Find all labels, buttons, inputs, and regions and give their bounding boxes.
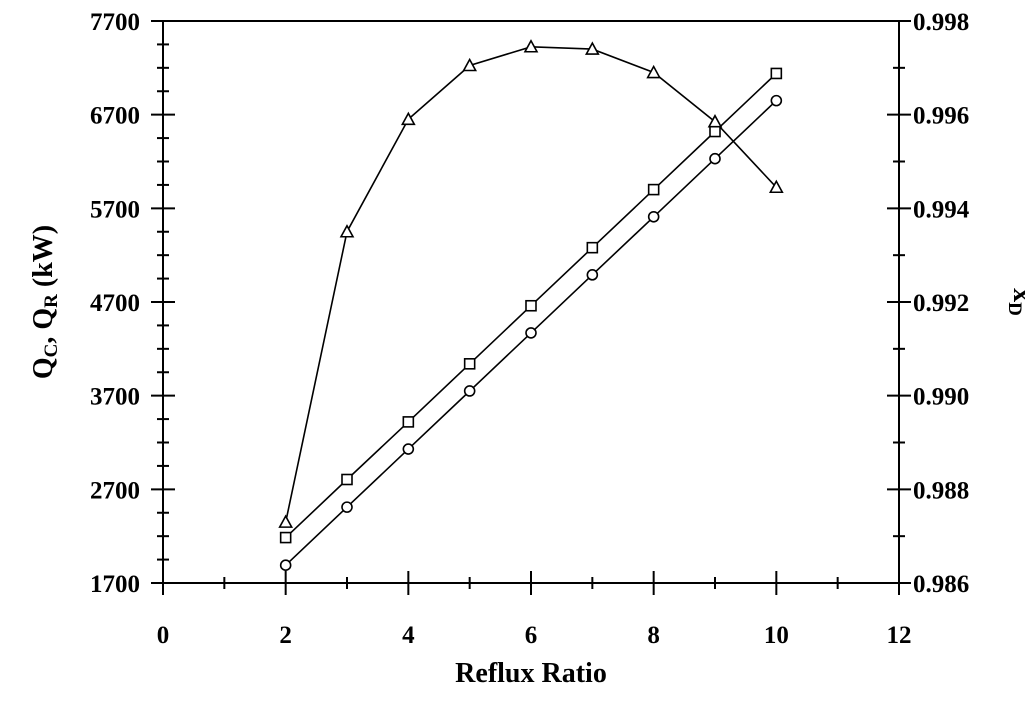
triangle-marker (768, 179, 784, 194)
circle-marker (463, 385, 476, 397)
square-marker (647, 183, 660, 196)
left-tick-label: 7700 (90, 9, 140, 36)
triangle-marker (278, 514, 294, 528)
left-axis-title-sub-r: R (41, 294, 62, 308)
square-marker (279, 531, 292, 544)
left-tick-label: 3700 (90, 384, 140, 411)
x-tick-label: 12 (887, 622, 912, 649)
circle-marker (402, 443, 415, 455)
left-tick-label: 4700 (90, 290, 140, 317)
left-tick-label: 2700 (90, 477, 140, 504)
right-tick-label: 0.996 (913, 103, 969, 130)
x-axis-title: Reflux Ratio (455, 658, 607, 689)
series-line-triangle (284, 45, 777, 523)
x-tick-label: 10 (764, 622, 789, 649)
x-tick-label: 2 (279, 622, 292, 649)
triangle-marker (707, 114, 723, 128)
square-marker (463, 358, 476, 370)
square-marker (402, 416, 415, 428)
right-tick-label: 0.992 (913, 290, 969, 317)
triangle-marker (584, 41, 600, 55)
left-axis-title-mid: , Q (28, 308, 59, 344)
x-axis-ticks: 0 2 4 6 8 10 12 (157, 571, 912, 649)
square-marker (586, 241, 599, 254)
square-marker (525, 299, 537, 312)
left-tick-label: 1700 (90, 571, 140, 598)
left-tick-label: 6700 (90, 103, 140, 130)
series-layer (278, 39, 784, 572)
square-marker (709, 125, 721, 138)
x-tick-label: 0 (157, 622, 170, 649)
right-tick-label: 0.998 (913, 9, 969, 36)
circle-marker (279, 559, 292, 572)
x-tick-label: 8 (647, 622, 660, 649)
circle-marker (525, 327, 537, 339)
right-tick-label: 0.986 (913, 571, 969, 598)
triangle-marker (339, 224, 355, 238)
right-axis-ticks: 0.986 0.988 0.990 0.992 0.994 0.996 0.998 (887, 9, 970, 598)
right-tick-label: 0.988 (913, 477, 969, 504)
left-tick-label: 5700 (90, 196, 140, 223)
triangle-marker (523, 39, 539, 53)
left-axis-title: QC, QR (kW) (28, 225, 62, 379)
circle-marker (341, 501, 353, 513)
left-axis-title-suffix: (kW) (28, 225, 59, 294)
triangle-marker (462, 57, 478, 72)
right-tick-label: 0.990 (913, 384, 969, 411)
triangle-marker (400, 111, 416, 126)
left-axis-ticks: 1700 2700 3700 4700 5700 6700 7700 (90, 9, 175, 598)
right-tick-label: 0.994 (913, 196, 970, 223)
x-tick-label: 4 (402, 622, 415, 649)
circle-marker (647, 210, 660, 223)
square-marker (770, 67, 783, 80)
right-axis-title-sub-d: D (1004, 302, 1025, 316)
circle-marker (770, 94, 783, 107)
right-axis-title: xD (1004, 288, 1025, 316)
circle-marker (709, 152, 721, 165)
square-marker (341, 473, 353, 486)
triangle-marker (646, 64, 662, 79)
circle-marker (586, 269, 599, 281)
left-axis-title-sub-c: C (41, 344, 62, 358)
x-tick-label: 6 (525, 622, 538, 649)
